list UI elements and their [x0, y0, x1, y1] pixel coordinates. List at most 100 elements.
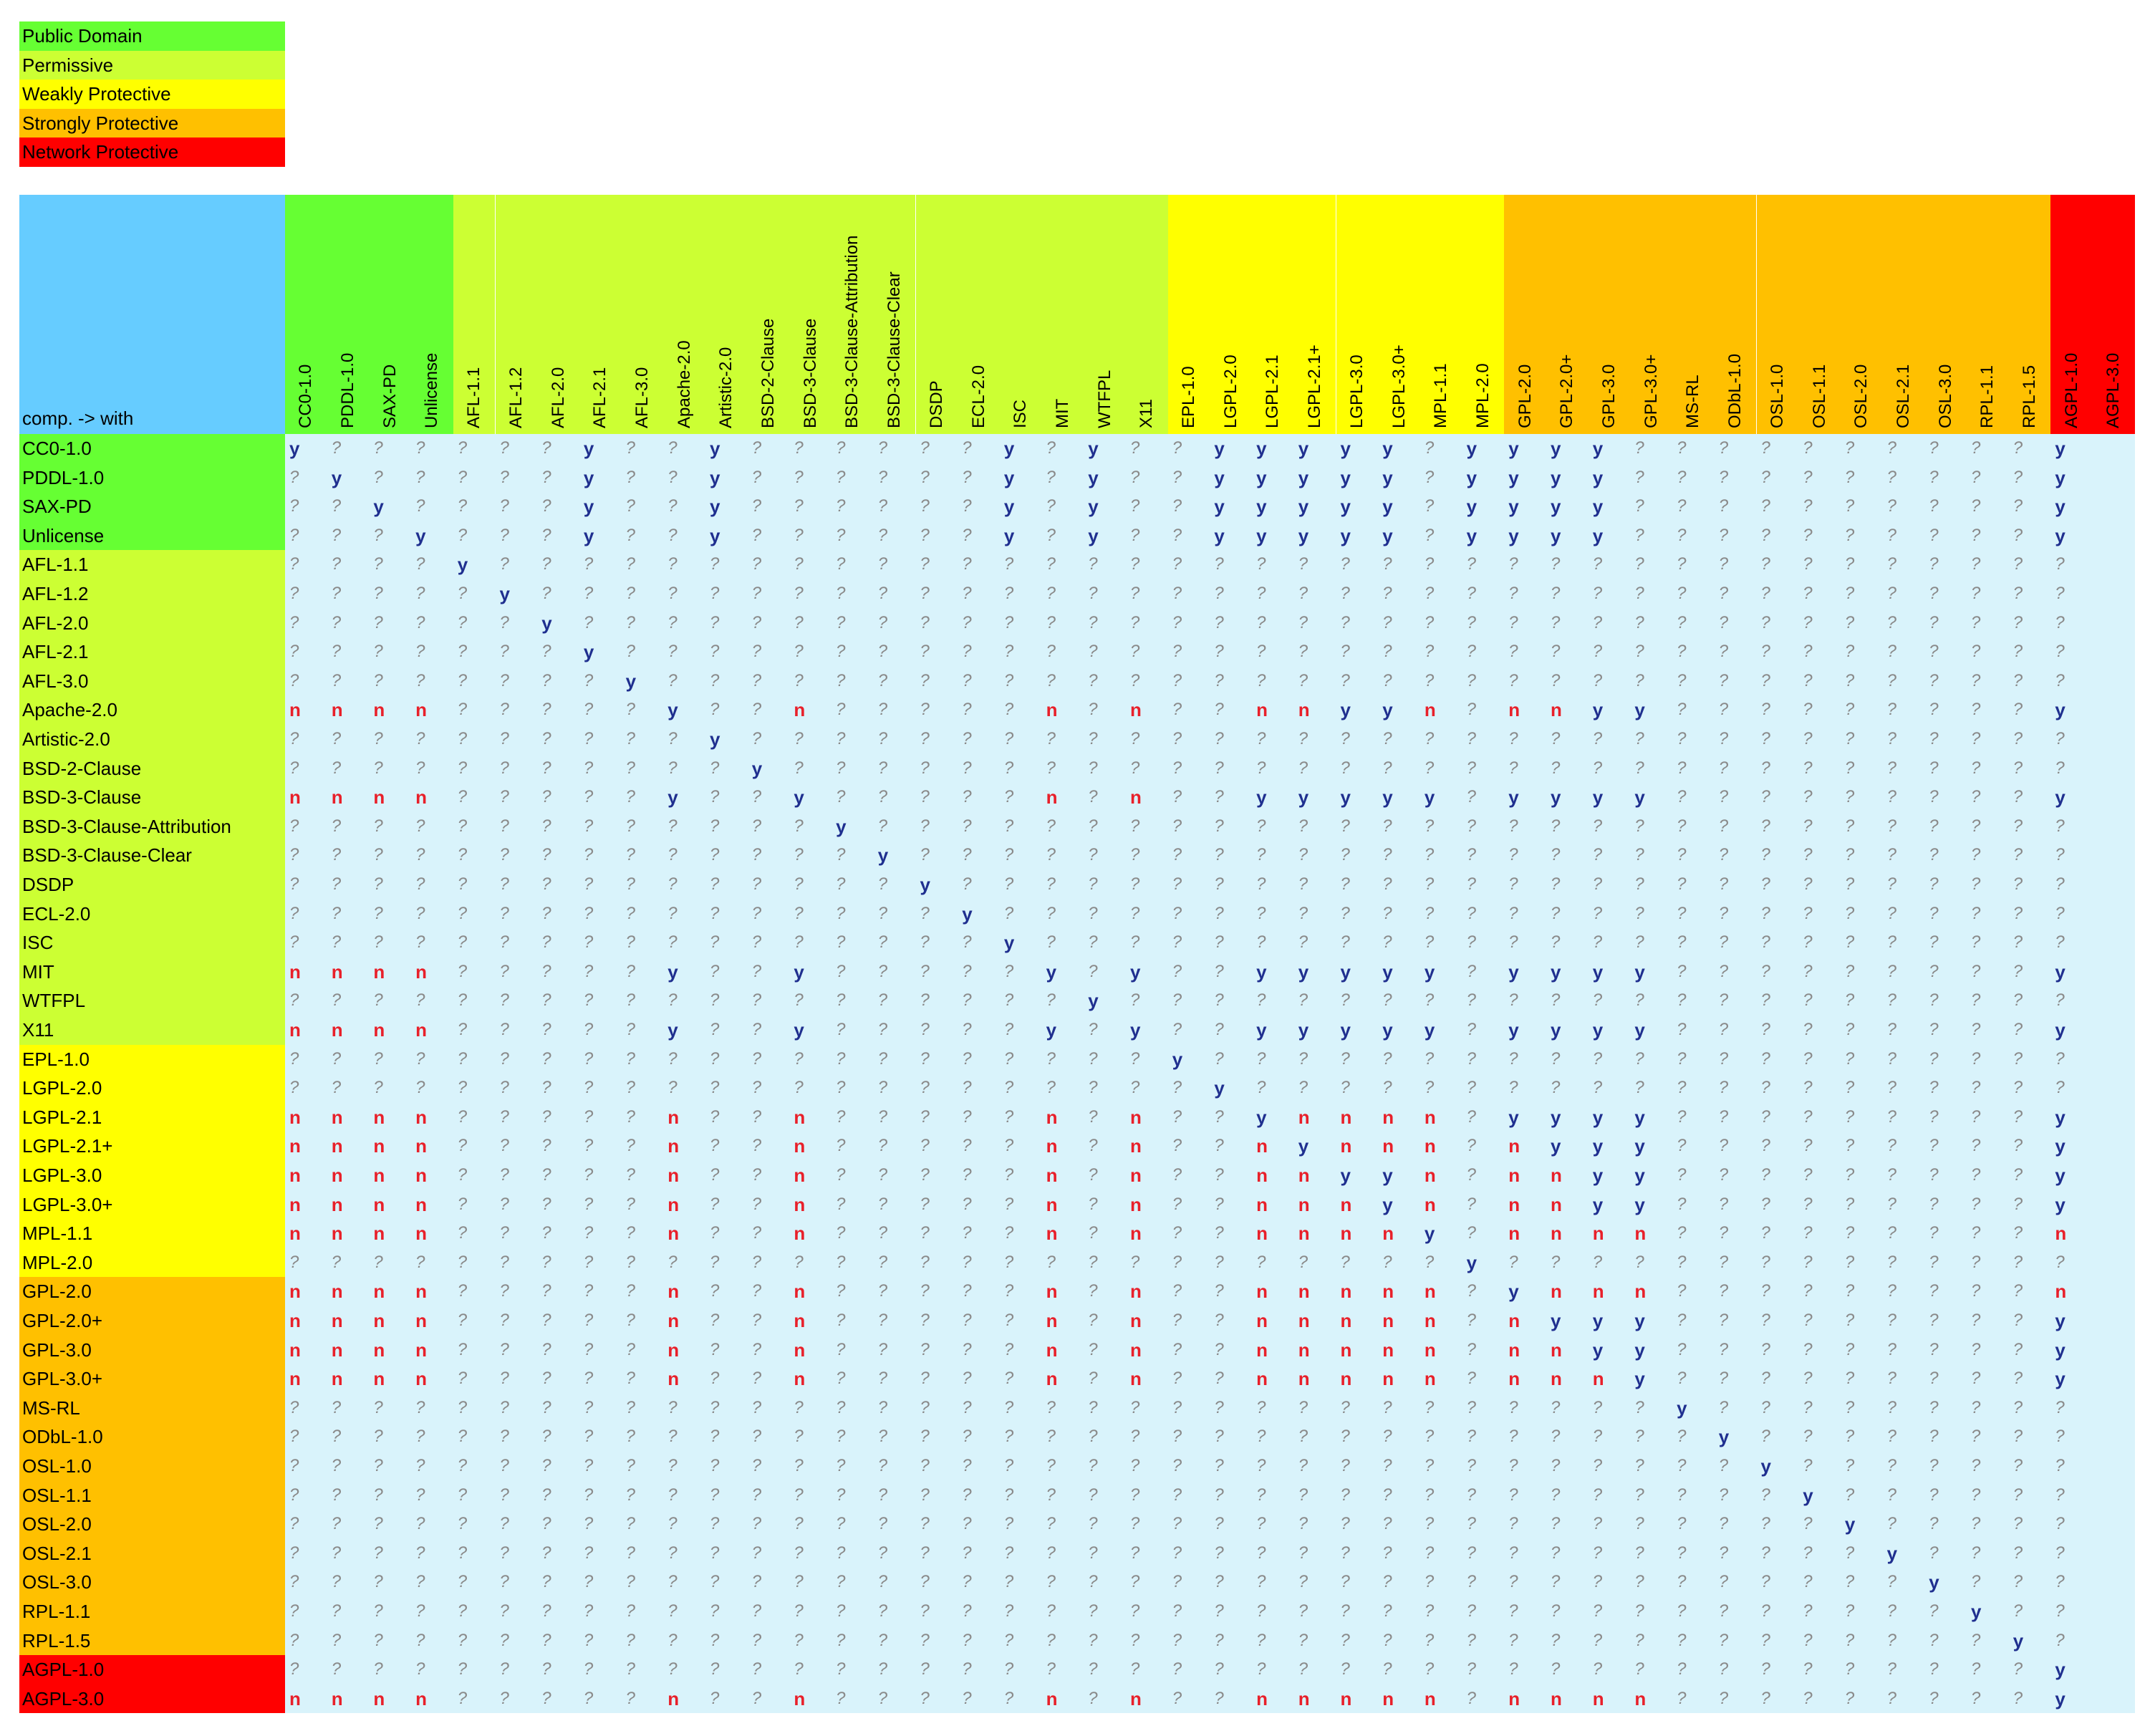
matrix-cell: ?: [836, 1223, 846, 1243]
matrix-cell: ?: [1929, 612, 1939, 632]
matrix-cell: ?: [541, 1456, 551, 1475]
matrix-cell: ?: [1718, 1106, 1729, 1127]
matrix-cell: [2093, 1190, 2135, 1220]
matrix-cell: n: [1592, 1368, 1604, 1390]
matrix-cell: n: [667, 1281, 680, 1303]
row-header-wtfpl: WTFPL: [19, 986, 285, 1016]
matrix-cell: ?: [1298, 874, 1308, 894]
matrix-cell: ?: [289, 1630, 299, 1650]
column-header-afl-2-0: AFL-2.0: [537, 195, 579, 434]
matrix-cell: ?: [751, 1397, 762, 1417]
matrix-cell: ?: [1760, 1369, 1770, 1389]
matrix-cell: ?: [1046, 1252, 1056, 1272]
matrix-cell: ?: [289, 1485, 299, 1505]
matrix-cell: ?: [457, 1688, 468, 1708]
matrix-cell: n: [1130, 1193, 1142, 1215]
column-header-label: AFL-3.0: [632, 367, 652, 428]
matrix-cell: ?: [1466, 1311, 1476, 1330]
matrix-cell: y: [751, 757, 763, 779]
matrix-cell: ?: [1886, 1106, 1896, 1127]
column-header-cc0-1-0: CC0-1.0: [285, 195, 327, 434]
matrix-cell: n: [1382, 1281, 1394, 1303]
matrix-cell: ?: [1760, 496, 1770, 516]
matrix-cell: ?: [1677, 1369, 1687, 1389]
matrix-cell: ?: [962, 584, 972, 603]
matrix-cell: ?: [331, 1456, 342, 1475]
matrix-cell: ?: [1256, 1252, 1266, 1272]
matrix-cell: ?: [1508, 584, 1518, 603]
matrix-cell: ?: [457, 496, 468, 516]
matrix-cell: ?: [877, 990, 888, 1011]
matrix-cell: ?: [877, 758, 888, 778]
matrix-cell: y: [710, 524, 720, 546]
matrix-cell: ?: [1046, 1456, 1056, 1475]
matrix-cell: ?: [625, 1339, 635, 1359]
matrix-cell: ?: [1088, 1252, 1098, 1272]
matrix-cell: ?: [1844, 961, 1855, 981]
matrix-cell: ?: [710, 1106, 720, 1127]
row-header-dsdp: DSDP: [19, 870, 285, 900]
column-header-x11: X11: [1126, 195, 1168, 434]
column-header-label: ECL-2.0: [968, 365, 988, 428]
matrix-cell: ?: [751, 990, 762, 1011]
matrix-cell: ?: [1929, 1020, 1939, 1039]
matrix-cell: n: [794, 1164, 806, 1186]
matrix-cell: n: [1340, 1135, 1352, 1157]
matrix-cell: ?: [1298, 903, 1308, 923]
row-header-unlicense: Unlicense: [19, 521, 285, 551]
matrix-cell: ?: [1551, 990, 1561, 1011]
matrix-cell: ?: [836, 903, 846, 923]
matrix-cell: ?: [794, 874, 804, 894]
matrix-cell: ?: [1971, 1106, 1981, 1127]
column-header-dsdp: DSDP: [915, 195, 958, 434]
matrix-cell: ?: [751, 1311, 762, 1330]
matrix-cell: ?: [1088, 1106, 1098, 1127]
matrix-cell: ?: [1592, 1456, 1603, 1475]
matrix-cell: ?: [710, 1339, 720, 1359]
matrix-cell: ?: [289, 1427, 299, 1447]
matrix-cell: ?: [1003, 1194, 1014, 1214]
matrix-cell: ?: [331, 1659, 342, 1679]
matrix-cell: ?: [1340, 932, 1350, 953]
matrix-cell: ?: [1844, 1165, 1855, 1185]
matrix-cell: ?: [1803, 670, 1813, 690]
matrix-cell: ?: [877, 496, 888, 516]
matrix-cell: ?: [499, 932, 509, 953]
matrix-cell: ?: [457, 1048, 468, 1069]
matrix-cell: ?: [1466, 1106, 1476, 1127]
matrix-cell: n: [289, 1281, 301, 1303]
matrix-cell: ?: [373, 990, 383, 1011]
column-header-lgpl-2-0: LGPL-2.0: [1210, 195, 1253, 434]
matrix-cell: ?: [1844, 932, 1855, 953]
matrix-cell: ?: [541, 1514, 551, 1534]
matrix-cell: ?: [1551, 1485, 1561, 1505]
matrix-cell: ?: [1844, 1456, 1855, 1475]
matrix-cell: y: [1340, 1164, 1351, 1186]
matrix-cell: ?: [2012, 758, 2023, 778]
matrix-cell: ?: [1677, 1339, 1687, 1359]
matrix-cell: ?: [415, 1252, 425, 1272]
matrix-cell: [2093, 1626, 2135, 1656]
matrix-cell: ?: [499, 758, 509, 778]
matrix-cell: ?: [331, 670, 342, 690]
matrix-cell: ?: [457, 438, 468, 458]
matrix-cell: ?: [289, 1397, 299, 1417]
column-header-label: BSD-2-Clause: [758, 318, 778, 428]
matrix-cell: ?: [794, 1659, 804, 1679]
matrix-cell: ?: [1760, 1427, 1770, 1447]
matrix-cell: ?: [1340, 1659, 1350, 1679]
matrix-cell: ?: [2055, 1572, 2065, 1592]
matrix-cell: ?: [1760, 758, 1770, 778]
matrix-cell: ?: [751, 1339, 762, 1359]
matrix-cell: n: [415, 1164, 427, 1186]
matrix-cell: ?: [1551, 670, 1561, 690]
matrix-cell: ?: [1634, 845, 1644, 865]
matrix-cell: ?: [1046, 584, 1056, 603]
column-header-label: AFL-1.1: [464, 367, 484, 428]
matrix-cell: ?: [457, 525, 468, 545]
column-header-label: Unlicense: [422, 352, 442, 428]
matrix-cell: ?: [2012, 1252, 2023, 1272]
matrix-cell: ?: [1634, 1514, 1644, 1534]
matrix-cell: ?: [1634, 496, 1644, 516]
matrix-cell: ?: [289, 467, 299, 487]
